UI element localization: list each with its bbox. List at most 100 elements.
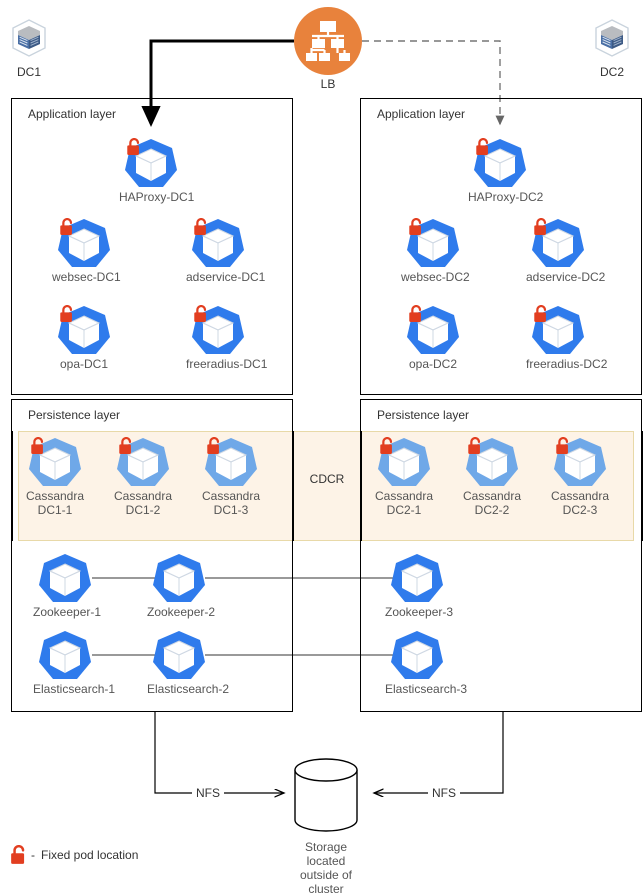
pod-zookeeper-2[interactable]: Zookeeper-2 (147, 553, 216, 619)
pod-label-line1: Cassandra (462, 489, 522, 503)
dc2-label: DC2 (599, 65, 624, 79)
dc2-persistence-layer-box: Persistence layer (360, 399, 642, 712)
pod-label: websec-DC2 (401, 270, 470, 284)
edge-lb-to-haproxy-dc1 (141, 39, 294, 127)
pod-cassandra-dc1-3[interactable]: Cassandra DC1-3 (199, 437, 263, 517)
pod-icon (52, 305, 116, 357)
open-padlock-icon (408, 218, 423, 236)
dc1-node: DC1 (10, 18, 48, 79)
pod-icon (23, 437, 87, 489)
pod-adservice-dc2[interactable]: adservice-DC2 (526, 218, 606, 284)
storage-node[interactable]: Storage located outside of cluster (290, 758, 362, 893)
storage-label-line1: Storage (304, 840, 348, 854)
server-rack-icon (595, 19, 629, 57)
pod-label-line2: DC1-1 (37, 503, 73, 517)
pod-label: Zookeeper-3 (385, 605, 454, 619)
pod-icon (52, 218, 116, 270)
pod-label-line2: DC1-3 (213, 503, 249, 517)
pod-label: HAProxy-DC2 (468, 190, 544, 204)
open-padlock-icon (193, 305, 208, 323)
pod-elasticsearch-2[interactable]: Elasticsearch-2 (147, 630, 230, 696)
open-padlock-icon (379, 437, 394, 455)
database-cylinder-icon (294, 758, 358, 832)
pod-opa-dc2[interactable]: opa-DC2 (401, 305, 465, 371)
pod-zookeeper-1[interactable]: Zookeeper-1 (33, 553, 102, 619)
dc2-node: DC2 (593, 18, 631, 79)
dc2-application-layer-title: Application layer (377, 107, 466, 121)
pod-cassandra-dc2-3[interactable]: Cassandra DC2-3 (548, 437, 612, 517)
pod-haproxy-dc1[interactable]: HAProxy-DC1 (119, 138, 194, 204)
pod-icon (111, 437, 175, 489)
pod-websec-dc2[interactable]: websec-DC2 (401, 218, 470, 284)
pod-label-line2: DC2-2 (474, 503, 510, 517)
box-border-overlay (360, 431, 362, 541)
lb-circle (294, 7, 362, 75)
pod-freeradius-dc2[interactable]: freeradius-DC2 (526, 305, 607, 371)
pod-label-line1: Cassandra (550, 489, 610, 503)
dc2-application-layer-box: Application layer (360, 98, 642, 395)
pod-icon (548, 437, 612, 489)
load-balancer-node[interactable]: LB (294, 7, 362, 91)
pod-cassandra-dc2-1[interactable]: Cassandra DC2-1 (372, 437, 436, 517)
server-rack-icon (12, 19, 46, 57)
pod-icon (372, 437, 436, 489)
dc1-application-layer-title: Application layer (28, 107, 117, 121)
pod-label-line1: Cassandra (113, 489, 173, 503)
pod-label-line2: DC1-2 (125, 503, 161, 517)
pod-cassandra-dc1-1[interactable]: Cassandra DC1-1 (23, 437, 87, 517)
pod-label: Zookeeper-1 (33, 605, 102, 619)
pod-icon (199, 437, 263, 489)
storage-label-line2: located (306, 854, 346, 868)
open-padlock-icon (126, 138, 141, 156)
pod-icon (385, 630, 449, 682)
open-padlock-icon (206, 437, 221, 455)
pod-icon (119, 138, 183, 190)
pod-label: Zookeeper-2 (147, 605, 216, 619)
pod-label: adservice-DC2 (526, 270, 606, 284)
box-border-overlay (292, 431, 294, 541)
open-padlock-icon (59, 218, 74, 236)
box-border-overlay (11, 431, 13, 541)
pod-icon (401, 218, 465, 270)
pod-label: websec-DC1 (52, 270, 121, 284)
pod-label: adservice-DC1 (186, 270, 266, 284)
pod-icon (147, 630, 211, 682)
lb-label: LB (320, 77, 336, 91)
pod-elasticsearch-1[interactable]: Elasticsearch-1 (33, 630, 115, 696)
edge-nfs-right (374, 712, 504, 793)
pod-label: Elasticsearch-3 (385, 682, 468, 696)
dc1-label: DC1 (16, 65, 41, 79)
dc1-persistence-layer-box: Persistence layer (11, 399, 293, 712)
pod-haproxy-dc2[interactable]: HAProxy-DC2 (468, 138, 544, 204)
pod-cassandra-dc1-2[interactable]: Cassandra DC1-2 (111, 437, 175, 517)
pod-label: Elasticsearch-2 (147, 682, 230, 696)
pod-elasticsearch-3[interactable]: Elasticsearch-3 (385, 630, 468, 696)
pod-icon (147, 553, 211, 605)
nfs-right-label: NFS (428, 786, 460, 800)
nfs-left-label: NFS (192, 786, 224, 800)
pod-adservice-dc1[interactable]: adservice-DC1 (186, 218, 266, 284)
open-padlock-icon (475, 138, 490, 156)
pod-zookeeper-3[interactable]: Zookeeper-3 (385, 553, 454, 619)
pod-opa-dc1[interactable]: opa-DC1 (52, 305, 116, 371)
open-padlock-icon (59, 305, 74, 323)
pod-icon (526, 305, 590, 357)
pod-label-line1: Cassandra (25, 489, 85, 503)
dc1-persistence-layer-title: Persistence layer (28, 408, 121, 422)
open-padlock-icon (30, 437, 45, 455)
pod-label: opa-DC1 (59, 357, 109, 371)
open-padlock-icon (467, 437, 482, 455)
pod-freeradius-dc1[interactable]: freeradius-DC1 (186, 305, 267, 371)
pod-label-line1: Cassandra (201, 489, 261, 503)
pod-cassandra-dc2-2[interactable]: Cassandra DC2-2 (460, 437, 524, 517)
legend: - Fixed pod location (10, 845, 138, 865)
legend-separator: - (31, 848, 35, 862)
pod-label-line2: DC2-3 (562, 503, 598, 517)
pod-icon (33, 553, 97, 605)
pod-websec-dc1[interactable]: websec-DC1 (52, 218, 121, 284)
storage-label-line3: outside of (299, 868, 353, 882)
dc1-application-layer-box: Application layer (11, 98, 293, 395)
open-padlock-icon (533, 305, 548, 323)
